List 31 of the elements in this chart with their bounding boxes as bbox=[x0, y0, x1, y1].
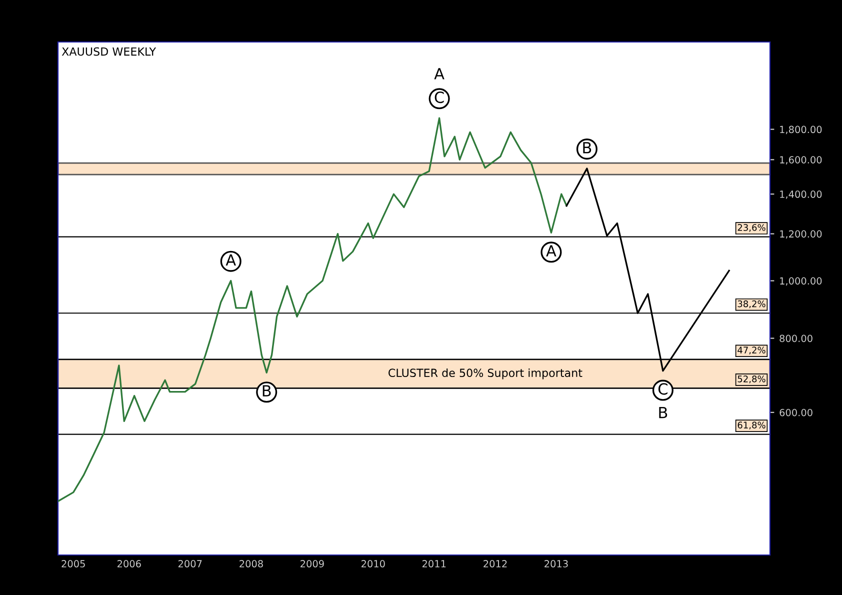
annotation: C bbox=[434, 92, 444, 104]
annotation: 52,8% bbox=[738, 375, 766, 384]
x-tick-label: 2006 bbox=[117, 560, 141, 568]
y-tick-label: 1,000.00 bbox=[780, 277, 822, 286]
x-tick-label: 2013 bbox=[544, 560, 568, 568]
annotation: B bbox=[262, 385, 271, 396]
annotation: B bbox=[583, 142, 592, 154]
annotation: 61,8% bbox=[738, 422, 766, 430]
band-label: CLUSTER de 50% Suport important bbox=[388, 368, 582, 380]
x-tick-label: 2007 bbox=[178, 560, 202, 568]
y-tick-label: 800.00 bbox=[780, 334, 812, 342]
x-tick-label: 2012 bbox=[484, 560, 507, 568]
x-tick-label: 2005 bbox=[62, 560, 85, 568]
annotation: A bbox=[226, 254, 236, 266]
y-tick-label: 1,600.00 bbox=[780, 156, 822, 164]
x-tick-label: 2008 bbox=[240, 560, 263, 568]
annotation: B bbox=[659, 406, 668, 418]
annotation: 38,2% bbox=[738, 300, 766, 308]
annotation: C bbox=[658, 383, 668, 395]
annotation: A bbox=[434, 68, 444, 80]
annotation: 47,2% bbox=[738, 346, 766, 354]
y-tick-label: 1,200.00 bbox=[780, 230, 822, 239]
x-tick-label: 2010 bbox=[362, 560, 385, 568]
chart-title: XAUUSD WEEKLY bbox=[62, 47, 156, 56]
x-tick-label: 2009 bbox=[300, 560, 324, 568]
annotation: 23,6% bbox=[738, 224, 766, 232]
annotation: A bbox=[546, 245, 556, 256]
x-tick-label: 2011 bbox=[422, 560, 446, 568]
y-tick-label: 600.00 bbox=[780, 408, 812, 416]
y-tick-label: 1,800.00 bbox=[780, 126, 822, 134]
y-tick-label: 1,400.00 bbox=[780, 190, 822, 199]
